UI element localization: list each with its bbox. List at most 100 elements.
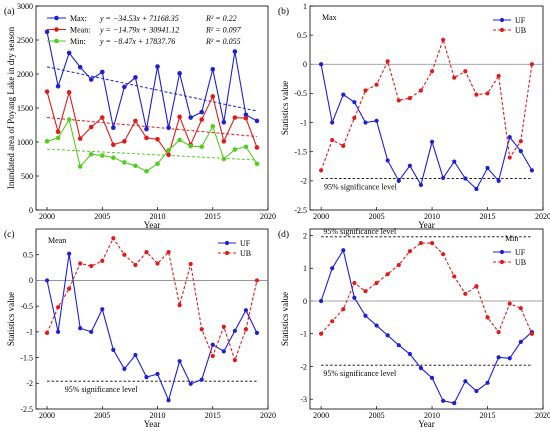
y-axis-label: Statistics value: [6, 292, 16, 346]
data-point: [243, 115, 249, 121]
legend-r2: R² = 0.22: [205, 14, 237, 23]
data-point: [55, 329, 61, 334]
data-point: [243, 112, 249, 118]
series-line-ub: [320, 38, 533, 171]
x-axis-label: Year: [418, 220, 435, 230]
data-point: [496, 73, 501, 79]
data-point: [352, 100, 357, 105]
data-point: [496, 329, 501, 335]
data-point: [452, 274, 457, 279]
data-point: [352, 295, 357, 300]
data-point: [133, 163, 138, 169]
data-point: [396, 178, 401, 183]
legend-marker: [224, 250, 230, 256]
data-point: [474, 186, 479, 192]
data-point: [441, 398, 446, 403]
data-point: [518, 149, 523, 154]
data-point: [199, 117, 205, 122]
legend-name: UB: [515, 26, 526, 35]
x-tick-label: 2020: [260, 212, 276, 221]
legend-name: UF: [240, 239, 251, 248]
data-point: [99, 153, 105, 158]
data-point: [374, 280, 379, 286]
data-point: [133, 352, 138, 358]
legend-marker: [54, 15, 59, 21]
data-point: [88, 151, 94, 157]
data-point: [330, 137, 335, 143]
data-point: [374, 82, 379, 87]
data-point: [254, 278, 260, 283]
data-point: [221, 349, 226, 354]
x-tick-label: 2015: [205, 411, 221, 420]
data-point: [341, 143, 346, 148]
data-point: [221, 139, 227, 144]
data-point: [463, 379, 468, 384]
y-tick-label: -2: [300, 362, 307, 371]
panel-label: (a): [4, 6, 15, 17]
y-tick-label: 2500: [17, 36, 33, 45]
data-point: [418, 365, 424, 371]
data-point: [341, 307, 346, 312]
data-point: [166, 398, 171, 403]
y-tick-label: -2.5: [20, 405, 33, 414]
series-line-max: [46, 31, 258, 130]
data-point: [330, 319, 335, 324]
data-point: [99, 69, 105, 75]
series-line-uf: [320, 248, 533, 404]
y-axis-label: Statistics value: [280, 81, 290, 135]
data-point: [418, 240, 424, 246]
x-axis-label: Year: [144, 419, 161, 429]
data-point: [496, 355, 501, 360]
x-tick-label: 2015: [480, 411, 496, 420]
data-point: [155, 161, 160, 167]
data-point: [177, 137, 182, 143]
x-tick-label: 2005: [94, 212, 110, 221]
data-point: [474, 284, 479, 289]
data-point: [529, 168, 535, 173]
data-point: [452, 75, 457, 80]
data-point: [78, 326, 83, 331]
panel-a: 2000 2005 2010 2015 2020 0 500 1000 1500 2000 2500…: [4, 2, 276, 230]
data-point: [452, 401, 457, 406]
x-tick-label: 2000: [39, 411, 55, 420]
x-tick-label: 2005: [94, 411, 110, 420]
data-point: [77, 164, 83, 169]
data-point: [177, 71, 182, 76]
y-tick-label: 3000: [17, 2, 33, 11]
y-tick-label: 2000: [17, 70, 33, 79]
x-tick-label: 2010: [150, 411, 166, 420]
data-point: [144, 168, 149, 174]
data-point: [341, 92, 346, 97]
y-axis-label: Statistics value: [280, 292, 290, 346]
significance-label: 95% significance level: [323, 369, 397, 378]
series-line-uf: [320, 64, 533, 190]
data-point: [429, 375, 435, 381]
data-point: [463, 176, 468, 181]
data-point: [111, 125, 116, 131]
x-tick-label: 2015: [205, 212, 221, 221]
data-point: [188, 143, 193, 149]
panel-corner-label: Mean: [48, 236, 66, 245]
panel-corner-label: Max: [322, 13, 337, 22]
data-point: [111, 142, 116, 148]
legend-marker: [224, 240, 230, 246]
data-point: [396, 98, 401, 103]
y-tick-label: -1: [300, 118, 307, 127]
y-tick-label: 0: [303, 297, 307, 306]
data-point: [318, 62, 324, 67]
y-tick-label: 0: [303, 60, 307, 69]
panel-d: 2000 2005 2010 2015 2020 -3 -2 -1 0 1 2 Year Statist…: [278, 227, 550, 429]
data-point: [188, 115, 193, 120]
data-point: [144, 135, 149, 141]
legend-r2: R² = 0.097: [205, 26, 242, 35]
data-point: [66, 50, 72, 56]
data-point: [78, 261, 83, 266]
data-point: [441, 252, 446, 257]
y-tick-label: -1.5: [294, 148, 307, 157]
data-point: [155, 261, 160, 266]
legend-equation: y = −34.53x + 71168.35: [99, 14, 179, 23]
data-point: [199, 109, 205, 115]
x-tick-label: 2015: [480, 212, 496, 221]
